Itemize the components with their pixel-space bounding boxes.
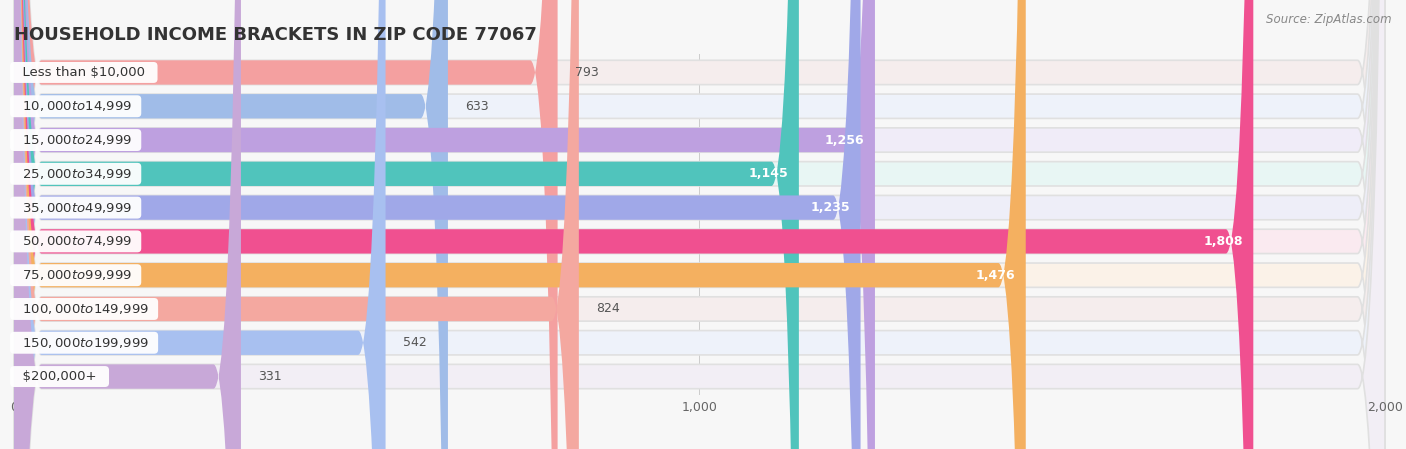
Text: $50,000 to $74,999: $50,000 to $74,999 — [14, 234, 138, 248]
FancyBboxPatch shape — [14, 0, 1385, 449]
FancyBboxPatch shape — [14, 0, 579, 449]
Text: 1,235: 1,235 — [811, 201, 851, 214]
Text: 1,476: 1,476 — [976, 269, 1015, 282]
FancyBboxPatch shape — [14, 0, 1385, 449]
FancyBboxPatch shape — [14, 0, 1385, 449]
FancyBboxPatch shape — [14, 0, 558, 449]
Text: 633: 633 — [465, 100, 489, 113]
Text: $150,000 to $199,999: $150,000 to $199,999 — [14, 336, 155, 350]
Text: Less than $10,000: Less than $10,000 — [14, 66, 153, 79]
FancyBboxPatch shape — [14, 0, 875, 449]
Text: 542: 542 — [402, 336, 426, 349]
Text: $75,000 to $99,999: $75,000 to $99,999 — [14, 268, 138, 282]
FancyBboxPatch shape — [14, 0, 1385, 449]
FancyBboxPatch shape — [14, 0, 385, 449]
Text: $25,000 to $34,999: $25,000 to $34,999 — [14, 167, 138, 181]
FancyBboxPatch shape — [14, 0, 1385, 449]
FancyBboxPatch shape — [14, 0, 1385, 449]
FancyBboxPatch shape — [14, 0, 240, 449]
FancyBboxPatch shape — [14, 0, 799, 449]
Text: 824: 824 — [596, 303, 620, 316]
Text: 331: 331 — [259, 370, 281, 383]
Text: 1,145: 1,145 — [749, 167, 789, 180]
Text: Source: ZipAtlas.com: Source: ZipAtlas.com — [1267, 13, 1392, 26]
Text: $100,000 to $149,999: $100,000 to $149,999 — [14, 302, 155, 316]
Text: 1,808: 1,808 — [1204, 235, 1243, 248]
FancyBboxPatch shape — [14, 0, 1385, 449]
FancyBboxPatch shape — [14, 0, 1385, 449]
Text: $10,000 to $14,999: $10,000 to $14,999 — [14, 99, 138, 113]
FancyBboxPatch shape — [14, 0, 449, 449]
FancyBboxPatch shape — [14, 0, 1026, 449]
FancyBboxPatch shape — [14, 0, 860, 449]
Text: 793: 793 — [575, 66, 599, 79]
FancyBboxPatch shape — [14, 0, 1253, 449]
Text: $15,000 to $24,999: $15,000 to $24,999 — [14, 133, 138, 147]
FancyBboxPatch shape — [14, 0, 1385, 449]
Text: HOUSEHOLD INCOME BRACKETS IN ZIP CODE 77067: HOUSEHOLD INCOME BRACKETS IN ZIP CODE 77… — [14, 26, 537, 44]
Text: $200,000+: $200,000+ — [14, 370, 105, 383]
Text: $35,000 to $49,999: $35,000 to $49,999 — [14, 201, 138, 215]
FancyBboxPatch shape — [14, 0, 1385, 449]
Text: 1,256: 1,256 — [825, 133, 865, 146]
